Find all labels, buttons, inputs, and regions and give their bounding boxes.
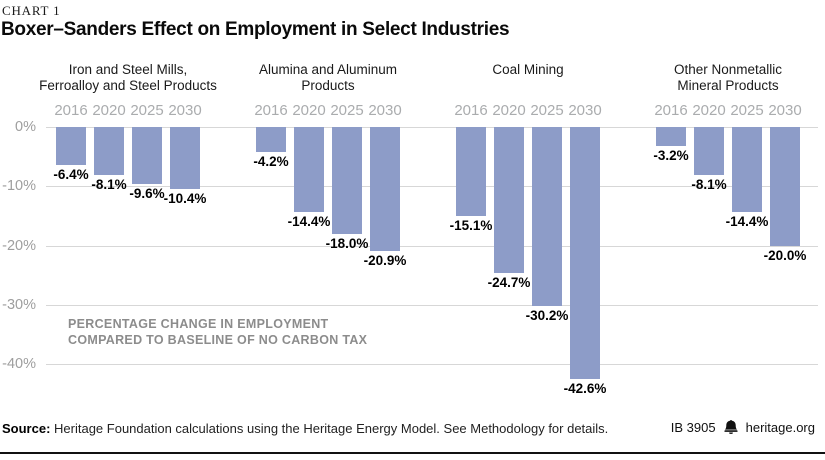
value-label: -18.0% bbox=[325, 236, 369, 251]
group-title-line: Alumina and Aluminum bbox=[258, 62, 398, 77]
bar bbox=[170, 127, 200, 189]
bar bbox=[532, 127, 562, 306]
report-id: IB 3905 bbox=[670, 419, 716, 435]
axis-note: PERCENTAGE CHANGE IN EMPLOYMENT COMPARED… bbox=[68, 316, 367, 348]
gridline bbox=[46, 246, 818, 247]
bar bbox=[332, 127, 362, 234]
y-axis-tick: -40% bbox=[2, 356, 36, 372]
chart-title: Boxer–Sanders Effect on Employment in Se… bbox=[1, 19, 510, 40]
value-label: -20.9% bbox=[363, 253, 407, 268]
year-label: 2016 bbox=[454, 102, 488, 119]
value-label: -6.4% bbox=[53, 167, 89, 182]
group-title: Coal Mining bbox=[418, 62, 638, 78]
bar bbox=[256, 127, 286, 152]
y-axis-tick: -10% bbox=[2, 178, 36, 194]
year-label: 2025 bbox=[330, 102, 364, 119]
value-label: -4.2% bbox=[253, 154, 289, 169]
website-link[interactable]: heritage.org bbox=[745, 419, 815, 435]
year-label: 2016 bbox=[254, 102, 288, 119]
heritage-bell-icon bbox=[723, 419, 739, 435]
bar bbox=[694, 127, 724, 175]
year-label: 2030 bbox=[768, 102, 802, 119]
bottom-rule bbox=[0, 452, 825, 454]
y-axis-tick: -30% bbox=[2, 297, 36, 313]
year-label: 2020 bbox=[492, 102, 526, 119]
year-label: 2025 bbox=[530, 102, 564, 119]
year-label: 2016 bbox=[54, 102, 88, 119]
group-title-line: Coal Mining bbox=[492, 62, 564, 77]
group-title-line: Mineral Products bbox=[677, 77, 779, 93]
bar bbox=[370, 127, 400, 251]
year-label: 2016 bbox=[654, 102, 688, 119]
bar bbox=[770, 127, 800, 246]
group-title-line: Products bbox=[301, 77, 355, 93]
bar bbox=[294, 127, 324, 212]
bar bbox=[132, 127, 162, 184]
source-text: Heritage Foundation calculations using t… bbox=[50, 421, 609, 436]
source-label: Source: bbox=[2, 421, 51, 436]
gridline bbox=[46, 186, 818, 187]
value-label: -8.1% bbox=[691, 177, 727, 192]
group-title-line: Other Nonmetallic bbox=[673, 62, 783, 77]
gridline bbox=[46, 364, 818, 365]
year-label: 2020 bbox=[92, 102, 126, 119]
year-label: 2030 bbox=[568, 102, 602, 119]
chart-eyebrow: CHART 1 bbox=[2, 3, 61, 18]
bar bbox=[732, 127, 762, 212]
year-label: 2025 bbox=[730, 102, 764, 119]
footer-right: IB 3905 heritage.org bbox=[671, 419, 815, 435]
bar bbox=[456, 127, 486, 216]
value-label: -20.0% bbox=[763, 248, 807, 263]
bar bbox=[570, 127, 600, 379]
value-label: -42.6% bbox=[563, 381, 607, 396]
axis-note-line2: COMPARED TO BASELINE OF NO CARBON TAX bbox=[68, 333, 368, 347]
year-label: 2020 bbox=[292, 102, 326, 119]
group-title: Alumina and Aluminum Products bbox=[218, 62, 438, 93]
value-label: -14.4% bbox=[725, 214, 769, 229]
year-label: 2030 bbox=[368, 102, 402, 119]
gridline bbox=[46, 127, 818, 128]
year-label: 2020 bbox=[692, 102, 726, 119]
bar bbox=[494, 127, 524, 273]
value-label: -14.4% bbox=[287, 214, 331, 229]
bar bbox=[656, 127, 686, 146]
group-title: Iron and Steel Mills, Ferroalloy and Stee… bbox=[18, 62, 238, 93]
group-title-line: Ferroalloy and Steel Products bbox=[39, 77, 217, 93]
year-label: 2030 bbox=[168, 102, 202, 119]
value-label: -15.1% bbox=[449, 218, 493, 233]
axis-note-line1: PERCENTAGE CHANGE IN EMPLOYMENT bbox=[68, 317, 329, 331]
source-note: Source: Heritage Foundation calculations… bbox=[2, 421, 608, 436]
bar bbox=[56, 127, 86, 165]
y-axis-tick: -20% bbox=[2, 238, 36, 254]
bar bbox=[94, 127, 124, 175]
value-label: -30.2% bbox=[525, 308, 569, 323]
year-label: 2025 bbox=[130, 102, 164, 119]
value-label: -8.1% bbox=[91, 177, 127, 192]
group-title-line: Iron and Steel Mills, bbox=[68, 62, 188, 77]
group-title: Other Nonmetallic Mineral Products bbox=[618, 62, 825, 93]
value-label: -3.2% bbox=[653, 148, 689, 163]
value-label: -10.4% bbox=[163, 191, 207, 206]
gridline bbox=[46, 305, 818, 306]
value-label: -9.6% bbox=[129, 186, 165, 201]
y-axis-tick: 0% bbox=[15, 119, 36, 135]
value-label: -24.7% bbox=[487, 275, 531, 290]
